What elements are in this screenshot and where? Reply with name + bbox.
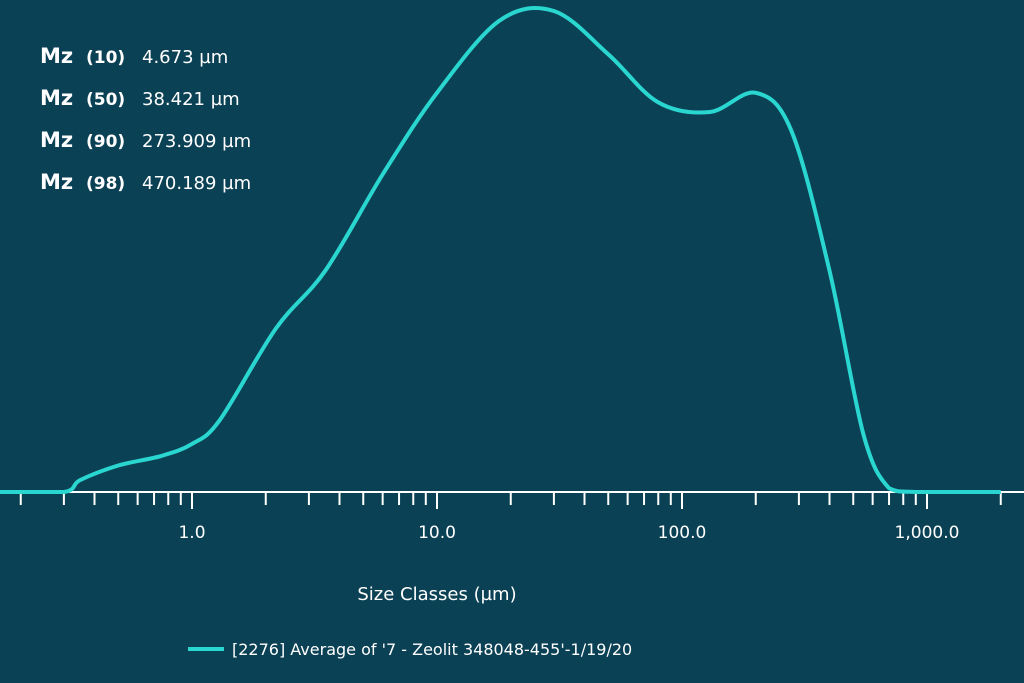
stat-value: 470.189 µm <box>142 173 252 194</box>
x-tick-label: 1.0 <box>178 523 205 543</box>
stat-mz10: Mz (10) 4.673 µm <box>40 44 228 68</box>
x-tick-label: 1,000.0 <box>895 523 960 543</box>
stat-percentile: (90) <box>86 132 126 152</box>
stat-label: Mz <box>40 170 74 194</box>
series-line <box>0 5 1001 495</box>
stat-mz98: Mz (98) 470.189 µm <box>40 170 251 194</box>
stat-value: 273.909 µm <box>142 131 252 152</box>
stat-percentile: (98) <box>86 174 126 194</box>
legend: [2276] Average of '7 - Zeolit 348048-455… <box>188 640 632 659</box>
stat-label: Mz <box>40 86 74 110</box>
stat-mz90: Mz (90) 273.909 µm <box>40 128 251 152</box>
series-group <box>0 5 1001 495</box>
legend-label: [2276] Average of '7 - Zeolit 348048-455… <box>232 640 632 659</box>
x-tick-label: 100.0 <box>658 523 707 543</box>
stat-value: 4.673 µm <box>142 47 229 68</box>
stat-label: Mz <box>40 44 74 68</box>
stat-percentile: (10) <box>86 48 126 68</box>
x-tick-label: 10.0 <box>418 523 456 543</box>
x-axis: 1.0 10.0 100.0 1,000.0 <box>0 491 1024 543</box>
stat-value: 38.421 µm <box>142 89 240 110</box>
x-axis-title: Size Classes (µm) <box>357 584 516 605</box>
stat-label: Mz <box>40 128 74 152</box>
stat-mz50: Mz (50) 38.421 µm <box>40 86 240 110</box>
stat-percentile: (50) <box>86 90 126 110</box>
